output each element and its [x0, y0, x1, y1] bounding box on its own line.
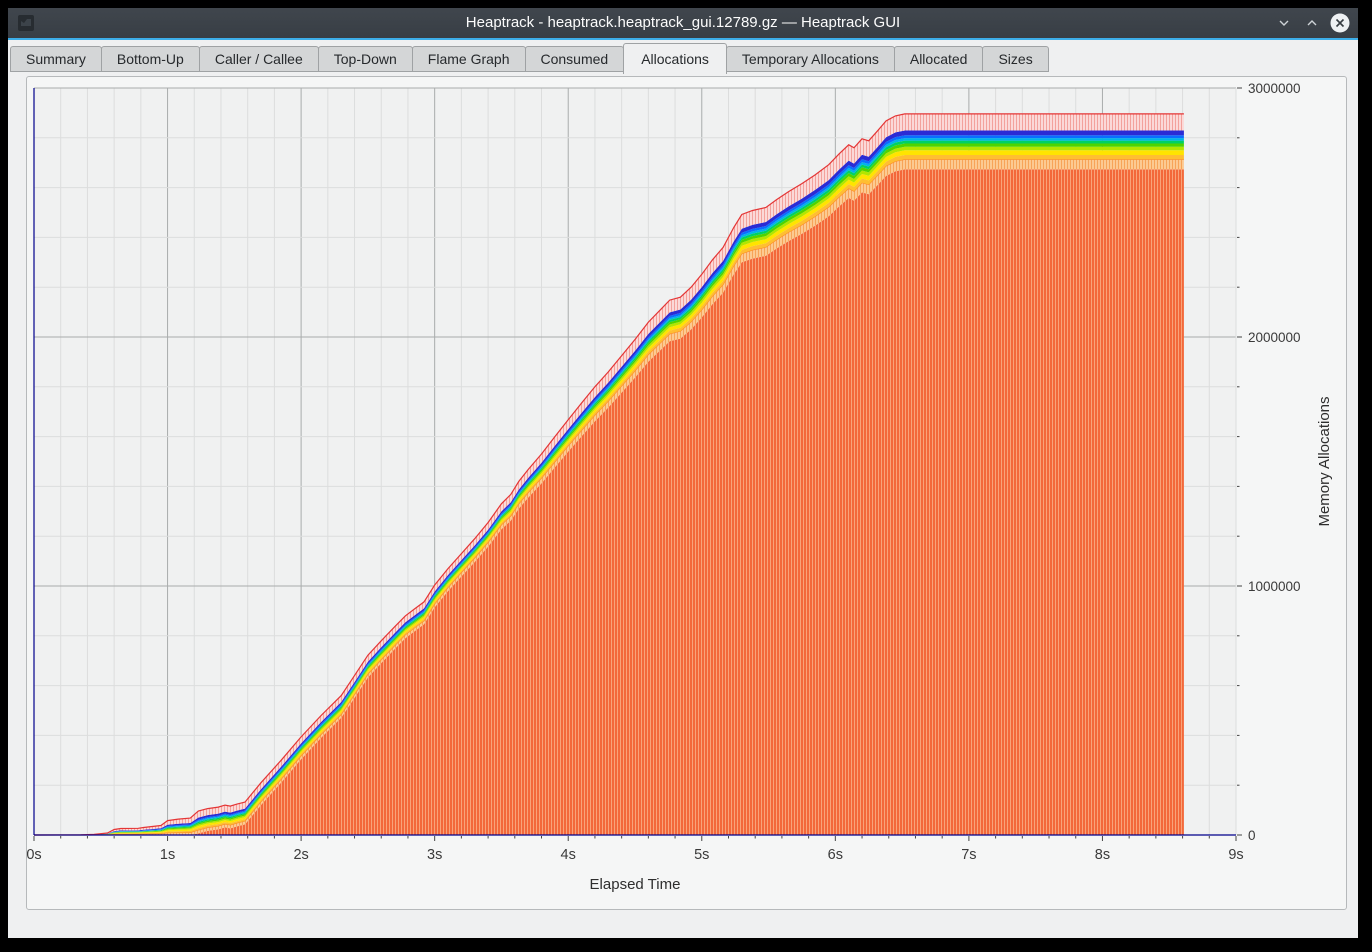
x-tick-label: 6s: [828, 847, 843, 863]
tab-bar: Summary Bottom-Up Caller / Callee Top-Down F…: [10, 40, 1049, 74]
title-bar[interactable]: Heaptrack - heaptrack.heaptrack_gui.1278…: [8, 8, 1358, 38]
y-tick-label: 1000000: [1248, 579, 1301, 594]
axis-ticks: [33, 87, 1242, 841]
chart-panel: 0s 1s 2s 3s 4s 5s 6s 7s 8s 9s 0 1000000 2000000 30000…: [26, 76, 1347, 910]
x-tick-label: 2s: [293, 847, 308, 863]
x-tick-label: 3s: [427, 847, 442, 863]
axis-tick-labels: 0s 1s 2s 3s 4s 5s 6s 7s 8s 9s 0 1000000 2000000 30000…: [27, 81, 1301, 863]
tab-allocated[interactable]: Allocated: [893, 46, 984, 72]
band-pink-hatched-edge: [33, 113, 1184, 836]
window-controls: [1272, 8, 1352, 38]
tab-temporary-allocations[interactable]: Temporary Allocations: [725, 46, 895, 72]
y-tick-label: 0: [1248, 828, 1256, 843]
x-tick-label: 8s: [1095, 847, 1110, 863]
heaptrack-window: Heaptrack - heaptrack.heaptrack_gui.1278…: [8, 8, 1358, 938]
y-axis-title: Memory Allocations: [1316, 396, 1333, 526]
close-x-icon: [1330, 13, 1350, 33]
x-tick-label: 7s: [961, 847, 976, 863]
y-tick-label: 3000000: [1248, 81, 1301, 96]
tab-summary[interactable]: Summary: [10, 46, 102, 72]
tab-row: Summary Bottom-Up Caller / Callee Top-Down F…: [8, 40, 1358, 74]
tab-bottom-up[interactable]: Bottom-Up: [100, 46, 200, 72]
close-button[interactable]: [1328, 11, 1352, 35]
app-icon: [18, 15, 34, 31]
tab-flame-graph[interactable]: Flame Graph: [411, 46, 526, 72]
minimize-button[interactable]: [1272, 11, 1296, 35]
tab-consumed[interactable]: Consumed: [524, 46, 625, 72]
tab-caller-callee[interactable]: Caller / Callee: [198, 46, 319, 72]
accent-line: [8, 38, 1358, 40]
band-orange-base: [34, 169, 1184, 835]
x-tick-label: 9s: [1228, 847, 1243, 863]
x-axis-title: Elapsed Time: [590, 876, 681, 893]
window-title: Heaptrack - heaptrack.heaptrack_gui.1278…: [465, 14, 901, 31]
chevron-down-icon: [1279, 20, 1289, 26]
allocations-chart[interactable]: 0s 1s 2s 3s 4s 5s 6s 7s 8s 9s 0 1000000 2000000 30000…: [27, 77, 1346, 909]
x-tick-label: 5s: [694, 847, 709, 863]
x-tick-label: 1s: [160, 847, 175, 863]
x-tick-label: 0s: [27, 847, 42, 863]
chevron-up-icon: [1307, 20, 1317, 26]
maximize-button[interactable]: [1300, 11, 1324, 35]
tab-sizes[interactable]: Sizes: [982, 46, 1049, 72]
stacked-allocation-areas: [33, 113, 1184, 836]
y-tick-label: 2000000: [1248, 330, 1301, 345]
x-tick-label: 4s: [561, 847, 576, 863]
tab-allocations[interactable]: Allocations: [623, 43, 727, 74]
tab-top-down[interactable]: Top-Down: [317, 46, 413, 72]
